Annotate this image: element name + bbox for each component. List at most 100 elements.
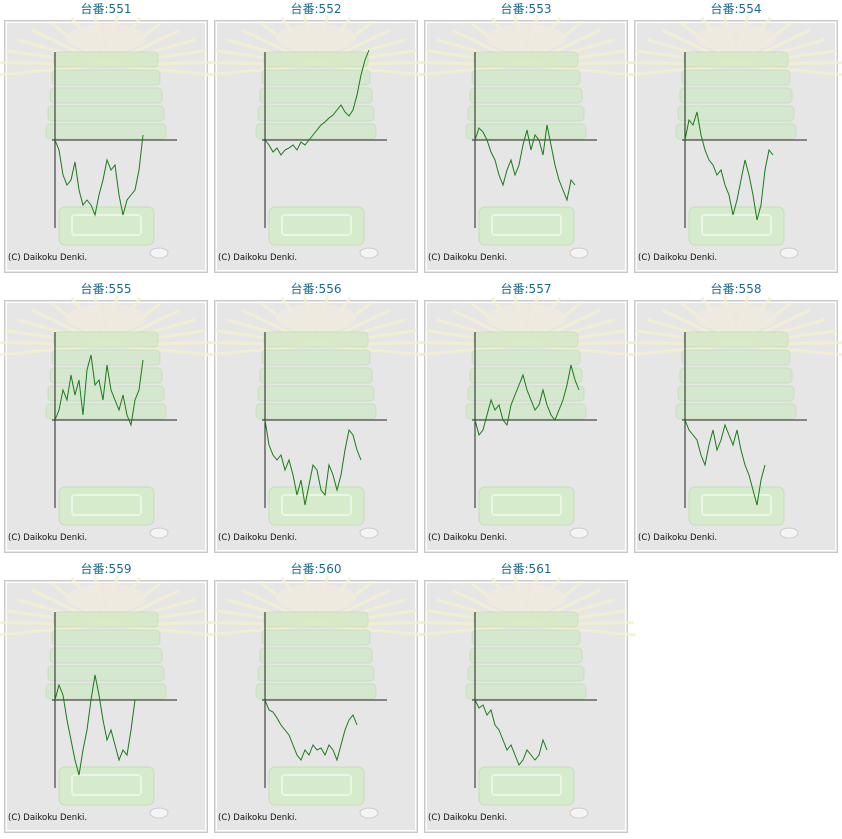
decor-coin [149,247,169,259]
panel-title: 台番:555 [81,281,132,296]
decor-tier [49,87,163,104]
decor-tray [688,206,785,246]
decor-tier [679,87,793,104]
decor-tier [677,105,795,122]
decor-tray-inner [701,494,772,516]
decor-top [66,584,146,612]
decor-tier [49,647,163,664]
decor-tier [675,403,797,420]
decor-coin [149,527,169,539]
panel-title: 台番:557 [501,281,552,296]
decor-tier [257,665,375,682]
decor-tray [268,206,365,246]
credit: (C) Daikoku Denki. [428,813,507,823]
decor-tier [47,385,165,402]
decor-tier [683,51,789,68]
decor-tray-inner [701,214,772,236]
panel-title: 台番:552 [291,1,342,16]
decor-tier [683,331,789,348]
panel-inner [6,582,206,831]
decor-tray [478,206,575,246]
panel-inner [216,302,416,551]
data-line [54,674,136,776]
decor-coin [569,527,589,539]
decor-tier [257,385,375,402]
decor-tier [53,51,159,68]
decor-tier [45,683,167,700]
decor-tier [469,87,583,104]
credit: (C) Daikoku Denki. [8,253,87,263]
decor-top [696,304,776,332]
decor-coin [569,247,589,259]
panel-inner [6,22,206,271]
data-line [264,49,370,156]
credit: (C) Daikoku Denki. [218,253,297,263]
decor-tray-inner [281,494,352,516]
panel-inner [6,302,206,551]
credit: (C) Daikoku Denki. [638,533,717,543]
decor-tier [263,51,369,68]
panel-title: 台番:560 [291,561,342,576]
data-line [264,419,362,506]
decor-tier [47,665,165,682]
panel-title: 台番:556 [291,281,342,296]
decor-tray-inner [71,494,142,516]
decor-tier [473,331,579,348]
credit: (C) Daikoku Denki. [428,253,507,263]
decor-top [696,24,776,52]
decor-tray [268,766,365,806]
decor-tray-inner [71,774,142,796]
decor-coin [779,247,799,259]
data-line [474,124,576,202]
credit: (C) Daikoku Denki. [218,533,297,543]
decor-coin [569,807,589,819]
decor-tier [469,367,583,384]
data-line [54,354,144,427]
decor-tier [679,367,793,384]
decor-top [276,304,356,332]
panel-title: 台番:551 [81,1,132,16]
decor-tier [465,403,587,420]
decor-tray [58,486,155,526]
decor-tier [53,331,159,348]
decor-coin [149,807,169,819]
decor-tray [478,766,575,806]
decor-tier [53,611,159,628]
decor-tier [681,349,791,366]
panel-inner [216,22,416,271]
decor-tier [259,647,373,664]
decor-top [486,584,566,612]
decor-tray-inner [491,774,562,796]
decor-tray [478,486,575,526]
decor-tier [467,665,585,682]
panel-inner [426,22,626,271]
decor-tier [471,69,581,86]
decor-tier [681,69,791,86]
decor-coin [359,247,379,259]
decor-tier [47,105,165,122]
panel-title: 台番:554 [711,1,762,16]
credit: (C) Daikoku Denki. [8,533,87,543]
decor-tray-inner [491,214,562,236]
decor-top [276,584,356,612]
decor-tier [45,403,167,420]
data-line [684,419,766,506]
decor-tier [257,105,375,122]
decor-tier [261,69,371,86]
decor-tier [471,349,581,366]
decor-tier [259,87,373,104]
decor-top [486,304,566,332]
decor-tier [473,51,579,68]
decor-tray [268,486,365,526]
decor-tier [51,629,161,646]
decor-tier [263,611,369,628]
decor-tier [465,123,587,140]
decor-tray-inner [491,494,562,516]
data-line [54,134,144,217]
decor-coin [359,527,379,539]
data-line [474,364,580,437]
decor-tier [473,611,579,628]
data-line [474,699,548,766]
panel-title: 台番:561 [501,561,552,576]
